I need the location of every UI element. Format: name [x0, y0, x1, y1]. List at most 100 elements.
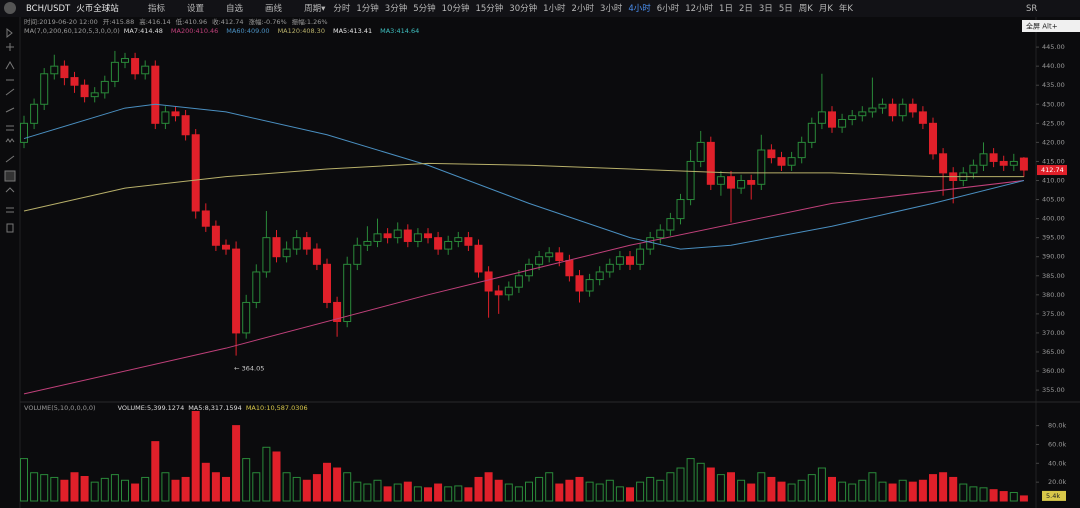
toolbar-button[interactable]: 画线: [265, 3, 283, 14]
volume-bar: [878, 481, 887, 502]
volume-tick-label: 60.0k: [1048, 440, 1066, 448]
volume-bar: [716, 474, 725, 502]
candle-body: [161, 111, 170, 124]
last-price-label: 412.74: [1041, 166, 1064, 174]
period-button[interactable]: 1日: [719, 4, 733, 14]
volume-bar: [494, 479, 503, 502]
candle-body: [191, 134, 200, 212]
volume-bar: [181, 476, 190, 502]
volume-bar: [121, 479, 129, 502]
candle-body: [939, 153, 948, 174]
volume-bar: [747, 483, 756, 502]
volume-bar: [363, 483, 372, 502]
volume-bar: [171, 479, 180, 502]
toolbar-button[interactable]: 设置: [187, 3, 205, 14]
period-button[interactable]: 10分钟: [442, 3, 470, 14]
period-button[interactable]: 1分钟: [356, 3, 378, 14]
candle-body: [383, 233, 392, 239]
candle-body: [929, 122, 937, 155]
candle-body: [605, 263, 614, 273]
ma-line: [23, 179, 1024, 395]
low-annotation: ← 364.05: [234, 365, 264, 373]
volume-bar: [302, 479, 311, 502]
volume-bar: [110, 474, 119, 502]
volume-bar: [80, 476, 89, 502]
period-button[interactable]: 2小时: [572, 3, 595, 14]
ma-header: MA(7,0,200,60,120,5,3,0,0,0): [24, 27, 120, 35]
volume-bar: [161, 472, 170, 502]
volume-bar: [626, 487, 634, 502]
candle-body: [494, 290, 503, 296]
fullscreen-label[interactable]: 全屏 Alt+: [1026, 22, 1058, 31]
candle-body: [141, 65, 150, 75]
volume-bar: [20, 458, 28, 502]
period-button[interactable]: 1小时: [543, 3, 566, 14]
candle-body: [686, 160, 695, 201]
period-button[interactable]: 分时: [333, 3, 351, 14]
period-button[interactable]: 12小时: [685, 3, 713, 14]
candle-body: [898, 103, 907, 117]
period-button[interactable]: 3日: [759, 4, 773, 14]
candle-body: [343, 263, 352, 322]
period-button[interactable]: 6小时: [657, 3, 680, 14]
info-item: 收:412.74: [212, 17, 243, 26]
y-tick-label: 445.00: [1042, 43, 1065, 51]
period-button[interactable]: 5日: [779, 4, 793, 14]
period-button[interactable]: 2日: [739, 4, 753, 14]
toolbar-button[interactable]: 指标: [148, 3, 166, 14]
candle-body: [514, 275, 523, 288]
volume-bar: [646, 476, 655, 502]
candle-body: [989, 153, 998, 162]
candle-body: [908, 103, 917, 113]
period-button[interactable]: 30分钟: [509, 3, 537, 14]
candle-body: [817, 111, 826, 124]
volume-bar: [151, 441, 160, 502]
volume-bar: [282, 472, 291, 502]
candle-body: [373, 233, 382, 242]
volume-bar: [252, 472, 261, 502]
y-tick-label: 395.00: [1042, 234, 1065, 242]
volume-legend: MA5:8,317.1594: [188, 404, 242, 412]
volume-bar: [424, 487, 432, 502]
period-button[interactable]: 3小时: [600, 3, 623, 14]
candle-body: [252, 271, 261, 303]
volume-bar: [242, 458, 251, 502]
volume-bar: [999, 491, 1008, 502]
volume-bar: [615, 486, 624, 502]
ma-line: [23, 162, 1024, 212]
period-button[interactable]: 5分钟: [413, 3, 435, 14]
volume-bar: [333, 467, 342, 502]
period-button[interactable]: 月K: [819, 4, 834, 14]
volume-bar: [444, 486, 453, 502]
volume-bar: [1019, 495, 1028, 502]
candle-body: [363, 240, 372, 246]
candle-body: [464, 237, 473, 246]
candle-body: [696, 141, 705, 162]
drawing-tools[interactable]: [4, 27, 16, 233]
volume-bar: [262, 446, 271, 502]
period-button[interactable]: 15分钟: [475, 3, 503, 14]
period-label[interactable]: 周期▾: [304, 4, 326, 14]
volume-last-label: 5.4k: [1046, 492, 1060, 500]
volume-bar: [595, 483, 604, 502]
candle-body: [70, 77, 79, 86]
volume-bar: [535, 476, 544, 502]
volume-bar: [757, 472, 766, 502]
y-tick-label: 430.00: [1042, 100, 1065, 108]
volume-bar: [817, 467, 826, 502]
symbol: BCH/USDT: [26, 4, 71, 14]
candle-body: [626, 256, 634, 265]
candle-body: [676, 199, 685, 220]
ma-legend: MA7:414.48: [124, 27, 163, 35]
fullscreen-button[interactable]: [1022, 20, 1080, 32]
period-button[interactable]: 年K: [839, 3, 854, 14]
period-button[interactable]: 4小时: [628, 3, 651, 14]
candle-body: [848, 115, 857, 121]
volume-bar: [131, 483, 140, 502]
volume-bar: [90, 481, 99, 502]
period-button[interactable]: 3分钟: [385, 3, 407, 14]
volume-bar: [898, 479, 907, 502]
ma-legend: MA5:413.41: [333, 27, 372, 35]
toolbar-button[interactable]: 自选: [226, 3, 244, 14]
period-button[interactable]: 周K: [799, 4, 814, 14]
